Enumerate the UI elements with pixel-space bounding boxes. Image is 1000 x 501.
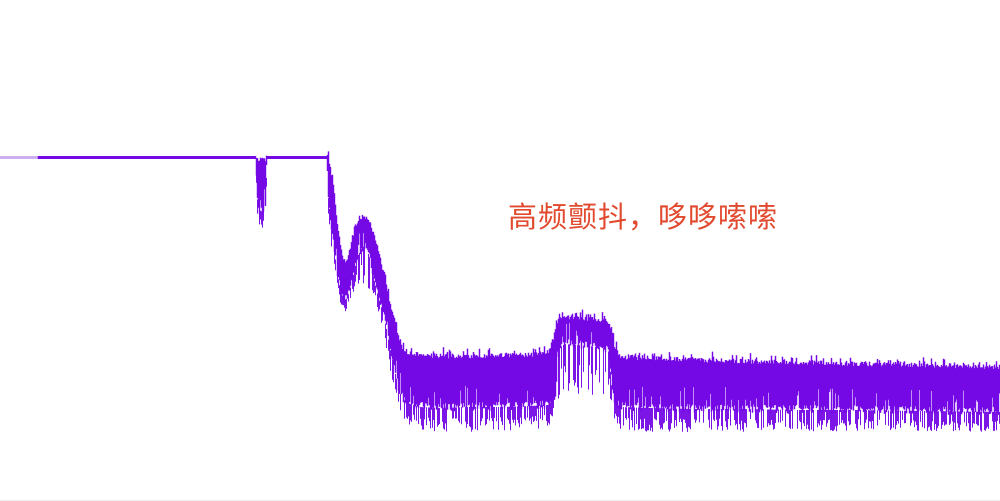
annotation-text: 高频颤抖，哆哆嗦嗦 xyxy=(508,202,779,234)
